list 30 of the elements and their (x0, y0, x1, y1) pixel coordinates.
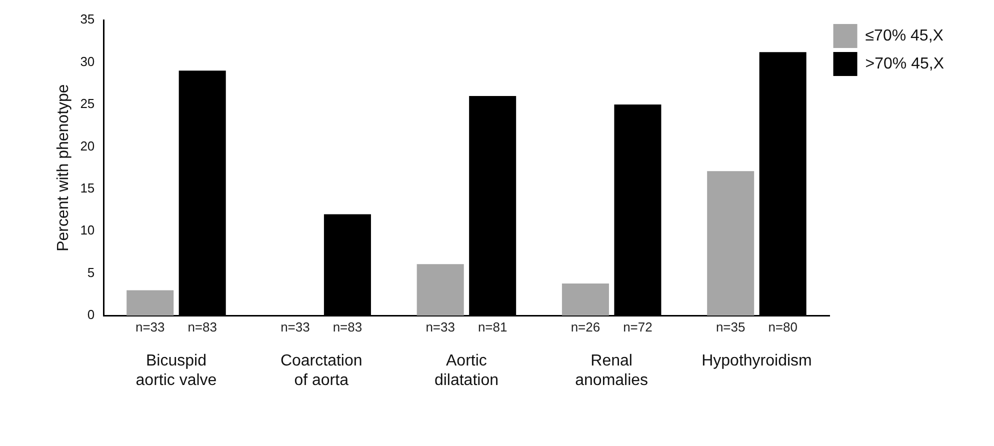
x-tick-label: Coarctation of aorta (280, 352, 362, 389)
text: n=81 (478, 320, 508, 335)
y-axis-title: Percent with phenotype (55, 84, 72, 252)
y-tick-label: 25 (80, 96, 95, 112)
bar (562, 284, 609, 316)
text: n=33 (426, 320, 455, 335)
y-tick-label: 15 (80, 180, 95, 196)
bar (707, 171, 754, 316)
text: n=35 (716, 320, 746, 335)
legend-label: ≤70% 45,X (865, 27, 944, 44)
x-tick-label: Hypothyroidism (702, 352, 812, 370)
y-tick-label: 5 (87, 264, 95, 280)
x-tick-label: Bicuspid aortic valve (136, 352, 217, 389)
bar (416, 264, 464, 316)
legend-label: >70% 45,X (865, 55, 944, 72)
x-tick-label: Renal anomalies (575, 352, 648, 389)
text: n=33 (135, 320, 165, 335)
text: n=83 (188, 320, 217, 335)
y-tick-label: 0 (87, 307, 95, 322)
text: n=80 (768, 320, 798, 335)
y-tick-label: 20 (80, 138, 95, 154)
text: n=72 (623, 320, 652, 335)
y-tick-label: 30 (80, 54, 95, 69)
text: n=26 (570, 320, 600, 335)
y-tick-label: 10 (80, 222, 95, 238)
bar (126, 290, 174, 316)
text: n=83 (332, 320, 362, 335)
y-tick-label: 35 (80, 12, 95, 27)
text: n=33 (280, 320, 310, 335)
x-tick-label: Aortic dilatation (434, 352, 498, 389)
